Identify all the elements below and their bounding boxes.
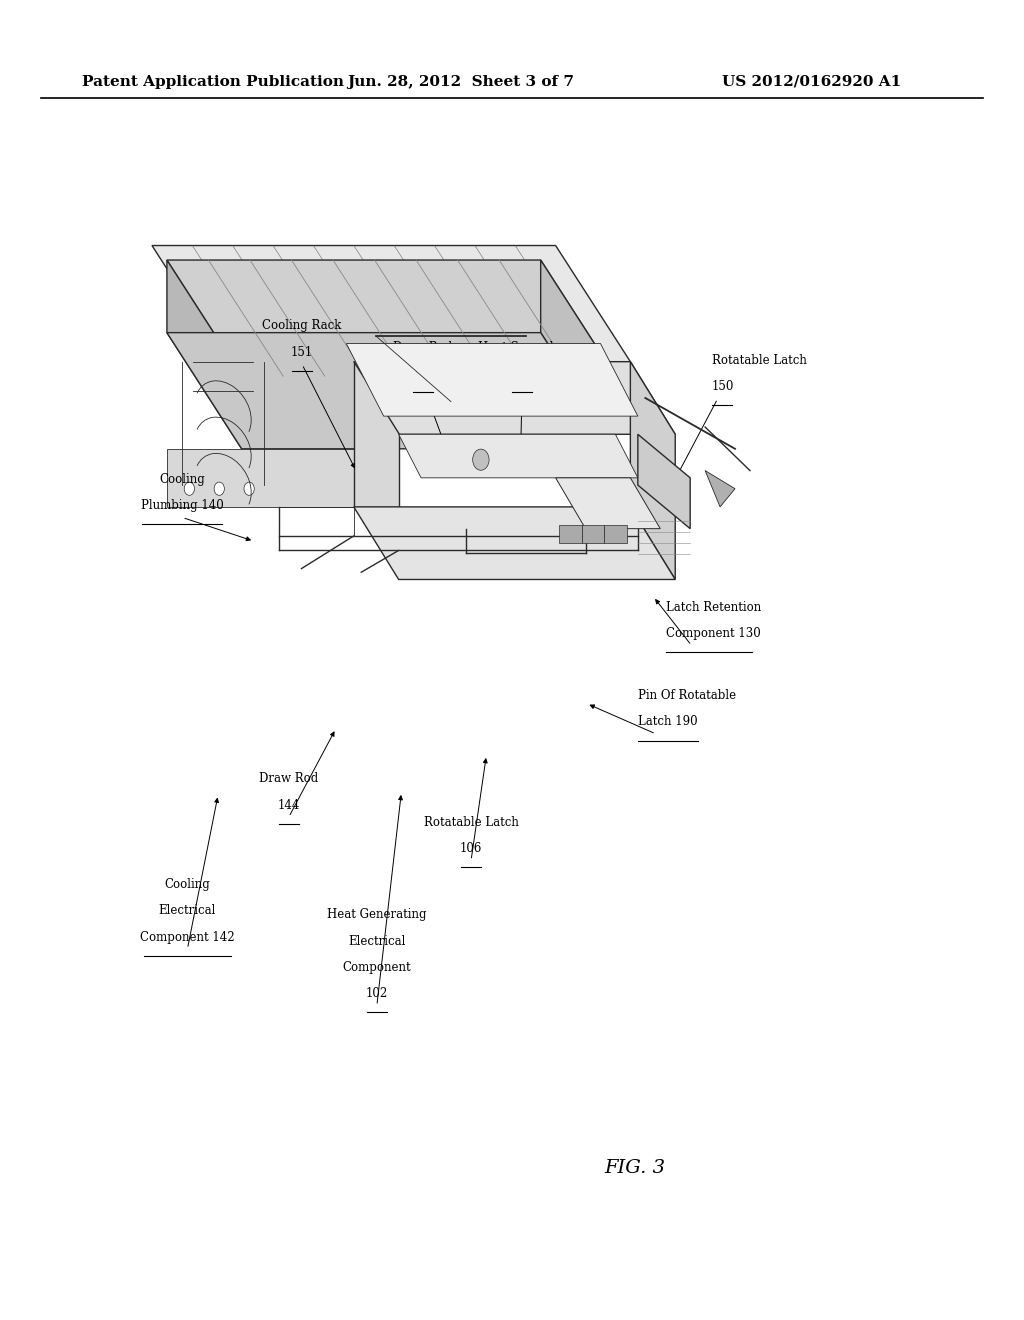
Text: Cooling Rack: Cooling Rack — [262, 319, 342, 333]
Text: Rotatable Latch: Rotatable Latch — [712, 354, 807, 367]
Polygon shape — [167, 260, 615, 376]
Polygon shape — [398, 434, 638, 478]
Polygon shape — [638, 434, 690, 528]
Bar — [582, 525, 604, 544]
Polygon shape — [541, 260, 615, 449]
Text: Plumbing 140: Plumbing 140 — [141, 499, 223, 512]
Circle shape — [184, 482, 195, 495]
Text: Component 142: Component 142 — [140, 931, 234, 944]
Text: Electrical: Electrical — [348, 935, 406, 948]
Text: Component 130: Component 130 — [666, 627, 761, 640]
Circle shape — [214, 482, 224, 495]
Text: Rotatable Latch: Rotatable Latch — [424, 816, 518, 829]
Circle shape — [473, 449, 489, 470]
Polygon shape — [556, 478, 660, 528]
Text: US 2012/0162920 A1: US 2012/0162920 A1 — [722, 75, 901, 88]
Text: Cooling: Cooling — [165, 878, 210, 891]
Text: Pin Of Rotatable: Pin Of Rotatable — [638, 689, 736, 702]
Text: 160: 160 — [511, 367, 534, 380]
Text: Electrical: Electrical — [159, 904, 216, 917]
Polygon shape — [152, 246, 631, 362]
Text: 144: 144 — [278, 799, 300, 812]
Polygon shape — [354, 362, 398, 507]
Text: Latch Retention: Latch Retention — [666, 601, 761, 614]
Polygon shape — [354, 507, 675, 579]
Polygon shape — [167, 449, 354, 507]
Bar — [559, 525, 582, 544]
Text: Draw Rod: Draw Rod — [393, 341, 453, 354]
Polygon shape — [354, 362, 675, 434]
Polygon shape — [167, 333, 615, 449]
Text: Jun. 28, 2012  Sheet 3 of 7: Jun. 28, 2012 Sheet 3 of 7 — [347, 75, 574, 88]
Text: Latch 190: Latch 190 — [638, 715, 697, 729]
Bar — [604, 525, 627, 544]
Text: Heat Spreader: Heat Spreader — [478, 341, 566, 354]
Polygon shape — [706, 471, 735, 507]
Circle shape — [244, 482, 254, 495]
Text: Component: Component — [342, 961, 412, 974]
Text: 102: 102 — [366, 987, 388, 1001]
Polygon shape — [631, 362, 675, 579]
Text: Patent Application Publication: Patent Application Publication — [82, 75, 344, 88]
Text: 151: 151 — [291, 346, 313, 359]
Text: FIG. 3: FIG. 3 — [604, 1159, 666, 1177]
Text: 150: 150 — [712, 380, 734, 393]
Polygon shape — [167, 260, 242, 449]
Text: 106: 106 — [460, 842, 482, 855]
Polygon shape — [346, 343, 638, 416]
Text: Cooling: Cooling — [160, 473, 205, 486]
Text: 144: 144 — [412, 367, 434, 380]
Text: Heat Generating: Heat Generating — [327, 908, 427, 921]
Text: Draw Rod: Draw Rod — [259, 772, 318, 785]
